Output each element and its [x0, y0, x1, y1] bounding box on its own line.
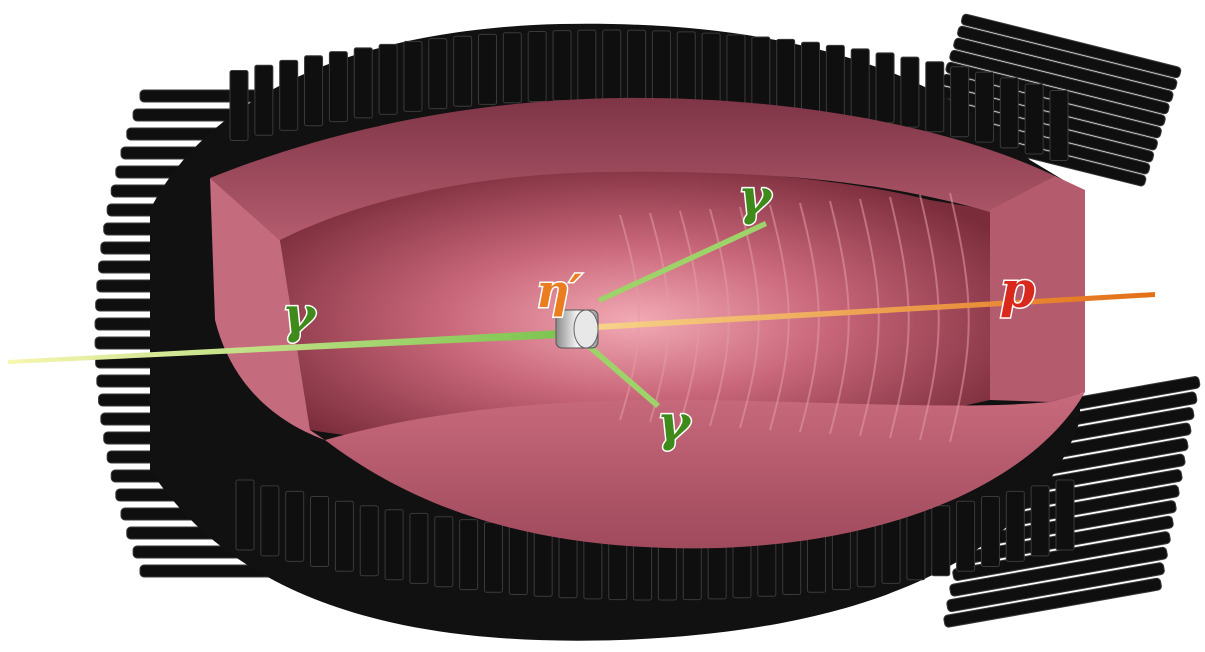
- inner-ring: [829, 200, 850, 435]
- crystal-block: [477, 33, 497, 105]
- crystal-block: [726, 34, 746, 106]
- proton-track: [598, 292, 1155, 330]
- inner-cutaway: [210, 97, 1085, 549]
- inner-ring: [949, 192, 970, 443]
- crystal-block: [533, 525, 553, 597]
- crystal-block: [334, 500, 354, 572]
- crystal-block: [1030, 485, 1050, 557]
- crystal-block: [328, 51, 348, 123]
- crystal-block: [946, 562, 1165, 613]
- crystal-block: [359, 505, 379, 577]
- crystal-block: [1005, 490, 1025, 562]
- right-inner-rim: [990, 176, 1085, 402]
- crystal-block: [980, 496, 1000, 568]
- crystal-block: [1049, 90, 1069, 161]
- crystal-block: [229, 70, 249, 141]
- crystal-block: [310, 496, 330, 568]
- crystal-block: [950, 66, 970, 138]
- crystal-block: [384, 509, 404, 581]
- crystal-block: [776, 38, 796, 110]
- photon-track-upper: [598, 221, 767, 303]
- crystal-block: [453, 35, 473, 107]
- inner-ring: [919, 194, 940, 441]
- target-cell-icon: [555, 309, 599, 349]
- crystal-block: [378, 43, 398, 115]
- crystal-block: [850, 48, 870, 120]
- crystal-block: [956, 500, 976, 572]
- crystal-block: [906, 509, 926, 581]
- crystal-block: [235, 479, 255, 551]
- upper-inner-wall: [210, 97, 1055, 241]
- crystal-block: [943, 577, 1162, 628]
- left-inner-wall: [210, 178, 325, 440]
- particle-tracks: [8, 221, 1155, 408]
- crystal-block: [701, 32, 721, 104]
- inner-ring: [649, 212, 670, 423]
- crystal-block: [254, 64, 274, 136]
- inner-ring: [799, 202, 820, 433]
- crystal-block: [881, 512, 901, 584]
- inner-rings: [619, 192, 970, 443]
- crystal-block: [508, 523, 528, 595]
- crystal-block: [875, 52, 895, 124]
- crystal-block: [279, 59, 299, 131]
- crystal-block: [483, 521, 503, 593]
- crystal-block: [957, 25, 1178, 91]
- eta-prime-label: η′: [535, 264, 584, 318]
- crystal-block: [428, 38, 448, 110]
- crystal-block: [949, 49, 1170, 115]
- photon-track-left: [8, 330, 560, 364]
- lower-inner-wall: [325, 392, 1085, 549]
- crystal-block: [825, 44, 845, 116]
- photon-track-lower: [588, 345, 660, 408]
- crystal-block: [260, 485, 280, 557]
- crystal-block: [285, 490, 305, 562]
- gamma-label-left: γ: [280, 285, 316, 344]
- crystal-block: [949, 546, 1168, 597]
- crystal-block: [960, 13, 1182, 79]
- gamma-label-lower: γ: [655, 393, 691, 452]
- proton-label: p: [999, 260, 1037, 319]
- crystal-block: [403, 40, 423, 112]
- crystal-block: [602, 29, 622, 101]
- crystal-block: [953, 37, 1174, 103]
- inner-ring: [619, 214, 640, 421]
- inner-ring: [859, 198, 880, 437]
- crystal-block: [974, 71, 994, 143]
- crystal-block: [409, 512, 429, 584]
- inner-ring: [769, 204, 790, 431]
- crystal-block: [577, 29, 597, 101]
- crystal-block: [434, 516, 454, 588]
- crystal-block: [900, 56, 920, 128]
- crystal-block: [1024, 83, 1044, 155]
- crystal-block: [304, 55, 324, 127]
- inner-ring: [889, 196, 910, 439]
- crystal-block: [627, 29, 647, 101]
- crystal-block: [1055, 479, 1075, 551]
- gamma-label-upper: γ: [736, 167, 772, 226]
- crystal-block: [751, 36, 771, 108]
- crystal-block: [676, 31, 696, 103]
- crystal-block: [353, 47, 373, 119]
- crystal-block: [651, 30, 671, 102]
- crystal-block: [459, 519, 479, 591]
- crystal-block: [502, 32, 522, 104]
- crystal-block: [925, 61, 945, 133]
- crystal-block: [801, 41, 821, 113]
- crystal-block: [931, 505, 951, 577]
- crystal-block: [552, 30, 572, 102]
- crystal-block: [527, 30, 547, 102]
- crystal-block: [999, 77, 1019, 149]
